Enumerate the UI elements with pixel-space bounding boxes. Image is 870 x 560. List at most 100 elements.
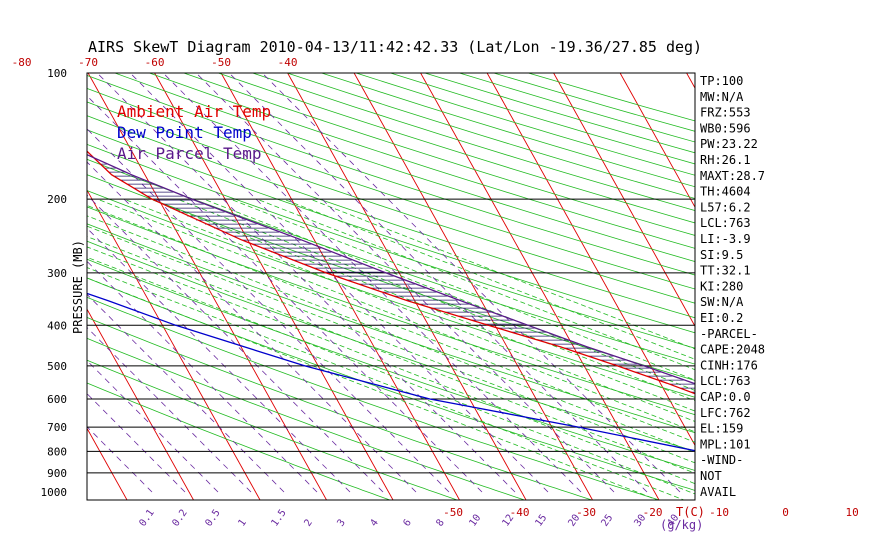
bottom-temp-tick-label: 0	[782, 506, 789, 519]
isotherm-line	[553, 73, 695, 328]
dry-adiabat-line	[87, 316, 594, 500]
moist-adiabat-line	[87, 215, 695, 453]
isotherm-line	[486, 73, 695, 447]
stability-index: TT:32.1	[700, 264, 751, 278]
dry-adiabat-line	[87, 382, 391, 500]
mixing-ratio-line	[87, 95, 483, 493]
isotherm-line	[87, 308, 195, 500]
stability-index: EL:159	[700, 422, 743, 436]
dry-adiabat-line	[390, 73, 695, 165]
pressure-tick-label: 400	[47, 319, 67, 332]
moist-adiabat-line	[97, 198, 695, 433]
dry-adiabat-line	[87, 74, 695, 276]
stability-index: TP:100	[700, 74, 743, 88]
moist-adiabat-line	[87, 267, 686, 500]
moist-adiabat-line	[87, 246, 695, 485]
x-axis-unit-label: T(C)	[676, 505, 705, 519]
stability-index: SW:N/A	[700, 295, 744, 309]
moist-adiabat-line	[230, 198, 695, 381]
stability-index: PW:23.22	[700, 137, 758, 151]
bottom-temp-tick-label: -10	[709, 506, 729, 519]
isotherm-line	[353, 73, 594, 500]
stability-index: MW:N/A	[700, 90, 744, 104]
dry-adiabat-line	[149, 73, 695, 249]
isotherm-line	[0, 73, 62, 503]
dry-adiabat-line	[87, 101, 695, 304]
moist-adiabat-line	[87, 236, 695, 474]
moist-adiabat-line	[283, 198, 695, 360]
dry-adiabat-line	[87, 296, 661, 500]
stability-index: RH:26.1	[700, 153, 751, 167]
dry-adiabat-line	[87, 88, 695, 290]
pressure-tick-label: 600	[47, 393, 67, 406]
cape-hatching	[100, 163, 695, 393]
pressure-tick-labels: 100 200 300 400 500 600 700 800 900 1000	[41, 67, 68, 499]
mixing-ratio-line	[129, 73, 549, 493]
moist-adiabat-line	[150, 198, 695, 412]
stability-index: WB0:596	[700, 121, 751, 135]
isotherm-line	[753, 73, 870, 503]
mixing-ratio-label: 8	[434, 517, 446, 528]
stability-index: -PARCEL-	[700, 327, 758, 341]
y-axis-label: PRESSURE (MB)	[71, 240, 85, 334]
mixing-ratio-label: 0.1	[137, 508, 156, 529]
dry-adiabat-line	[114, 73, 695, 263]
stability-index: AVAIL	[700, 485, 736, 499]
legend-entry: Dew Point Temp	[117, 123, 252, 142]
pressure-tick-label: 800	[47, 445, 67, 458]
series-line	[87, 153, 695, 385]
stability-index: MAXT:28.7	[700, 169, 765, 183]
stability-index: EI:0.2	[700, 311, 743, 325]
mixing-ratio-label: 15	[533, 513, 549, 529]
stability-index: LI:-3.9	[700, 232, 751, 246]
dry-adiabat-line	[87, 258, 695, 471]
pressure-tick-label: 100	[47, 67, 67, 80]
top-temp-ticks: -120-110-100-90-80-70-60-50-40	[12, 56, 298, 69]
mixing-ratio-line	[87, 128, 450, 493]
moist-adiabat-line	[256, 198, 695, 371]
stability-index: SI:9.5	[700, 248, 743, 262]
bottom-temp-tick-label: -30	[576, 506, 596, 519]
mixing-ratio-label: 4	[368, 517, 380, 528]
mixing-ratio-line	[228, 73, 648, 493]
legend: Ambient Air Temp Dew Point Temp Air Parcel…	[117, 102, 271, 163]
stability-index: LCL:763	[700, 216, 751, 230]
mixing-ratio-label: 3	[335, 517, 347, 528]
dry-adiabat-lines	[87, 73, 695, 500]
top-temp-tick-label: -60	[145, 56, 165, 69]
stability-index: NOT	[700, 469, 722, 483]
chart-title: AIRS SkewT Diagram 2010-04-13/11:42:42.3…	[88, 38, 702, 56]
dry-adiabat-line	[87, 206, 695, 416]
mixing-ratio-label: 0.2	[170, 508, 189, 529]
moist-adiabat-line	[87, 225, 695, 464]
mixing-ratio-label: 10	[467, 513, 483, 529]
moist-adiabat-line	[123, 198, 695, 422]
pressure-lines	[87, 198, 695, 474]
isotherm-line	[619, 73, 695, 209]
bottom-temp-ticks: -50-40-30-20-10010203040	[443, 506, 859, 519]
isotherm-line	[87, 427, 128, 500]
moist-adiabat-line	[87, 277, 659, 500]
dry-adiabat-line	[87, 158, 695, 365]
mixing-ratio-line	[162, 73, 582, 493]
stability-index: LCL:763	[700, 374, 751, 388]
mixing-ratio-lines	[87, 73, 681, 493]
isotherm-line	[154, 73, 394, 500]
isotherm-lines	[0, 73, 870, 503]
mixing-ratio-line	[261, 73, 681, 493]
top-temp-tick-label: -40	[278, 56, 298, 69]
dry-adiabat-line	[87, 240, 695, 452]
dry-adiabat-line	[87, 129, 695, 334]
pressure-tick-label: 1000	[41, 486, 68, 499]
top-temp-tick-label: -50	[211, 56, 231, 69]
stability-index: LFC:762	[700, 406, 751, 420]
moist-adiabat-line	[87, 205, 695, 443]
mixing-ratio-line	[87, 194, 384, 493]
bottom-temp-tick-label: -50	[443, 506, 463, 519]
dry-adiabat-line	[87, 277, 695, 491]
dry-adiabat-line	[355, 73, 695, 176]
legend-entry: Ambient Air Temp	[117, 102, 271, 121]
isotherm-line	[420, 73, 660, 500]
mixing-ratio-label: 1.5	[269, 508, 288, 529]
top-temp-tick-label: -80	[12, 56, 32, 69]
